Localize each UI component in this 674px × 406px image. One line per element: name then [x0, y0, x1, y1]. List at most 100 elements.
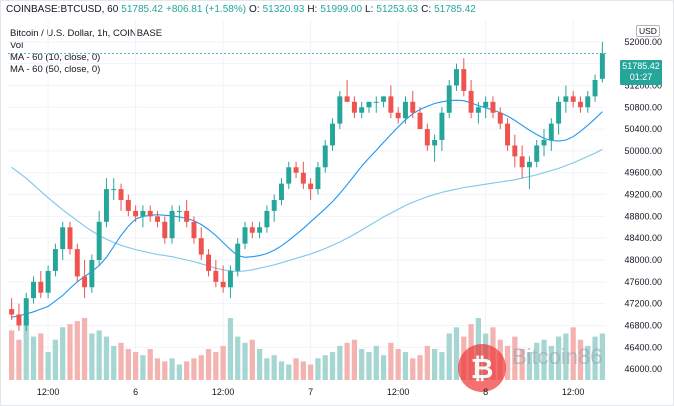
candle-body — [264, 210, 270, 228]
candle-body — [162, 221, 168, 239]
ma50-legend[interactable]: MA - 60 (50, close, 0) — [10, 64, 101, 75]
volume-bar — [264, 358, 270, 380]
candle-body — [526, 161, 532, 168]
volume-bar — [30, 336, 37, 380]
price-axis-label: 47600.00 — [624, 277, 662, 287]
price-axis-label: 46000.00 — [624, 364, 662, 374]
ma10-path — [11, 99, 603, 318]
volume-bar — [424, 345, 430, 380]
price-axis: 46000.00 46400.00 46800.00 47200.00 47600.00… — [624, 37, 662, 374]
price-axis-label: 50000.00 — [624, 146, 662, 156]
volume-bar — [45, 352, 51, 380]
candle-body — [475, 107, 481, 113]
currency-label[interactable]: USD — [636, 25, 660, 37]
time-axis-label: 6 — [133, 387, 138, 397]
open-label: O: — [249, 4, 260, 15]
ticker-bar: COINBASE:BTCUSD, 60 51785.42 +806.81 (+1… — [6, 4, 476, 15]
candle-body — [82, 276, 88, 288]
candle-body — [184, 210, 190, 222]
volume-bar — [329, 352, 336, 380]
candle-body — [446, 85, 452, 113]
ma50-path — [11, 148, 603, 273]
candle-body — [213, 270, 219, 282]
volume-bar — [278, 361, 285, 380]
chart-title-legend[interactable]: Bitcoin / U.S. Dollar, 1h, COINBASE — [10, 28, 163, 39]
candle-body — [330, 123, 336, 146]
volume-bar — [52, 339, 59, 380]
high-value: 51999.00 — [320, 4, 363, 15]
price-axis-label: 51200.00 — [624, 80, 662, 90]
volume-bar — [74, 321, 80, 380]
volume-bar — [286, 364, 292, 380]
candle-body — [395, 112, 401, 119]
candle-body — [300, 172, 306, 184]
bitcoin-logo-icon — [458, 344, 506, 392]
time-axis-label: 12:00 — [37, 387, 60, 397]
candle-body — [337, 96, 343, 124]
time-axis-label: 12:00 — [212, 387, 235, 397]
price-axis-label: 49200.00 — [624, 190, 662, 200]
volume-bar — [96, 330, 102, 380]
candle-body — [293, 167, 299, 173]
candle-body — [417, 112, 423, 130]
candle-body — [454, 69, 459, 86]
volume-bar — [337, 345, 343, 380]
candle-body — [89, 260, 95, 288]
candle-body — [534, 145, 540, 162]
candle-body — [235, 243, 241, 271]
candle-body — [133, 210, 139, 217]
volume-bar — [154, 358, 161, 380]
time-axis-label: 8 — [483, 387, 488, 397]
candle-body — [125, 200, 131, 211]
volume-bar — [111, 345, 117, 380]
close-value: 51785.42 — [434, 4, 476, 15]
candle-body — [278, 183, 284, 200]
candle-body — [227, 270, 233, 288]
candle-body — [271, 200, 277, 211]
candle-body — [155, 216, 160, 222]
volume-bar — [548, 345, 554, 380]
low-label: L: — [365, 4, 374, 15]
volume-bar — [184, 361, 190, 380]
price-axis-label: 46800.00 — [624, 320, 662, 330]
candle-body — [381, 96, 387, 102]
volume-bar — [249, 339, 255, 380]
volume-bar — [563, 333, 569, 380]
price-axis-label: 47200.00 — [624, 299, 662, 309]
countdown-timer: 01:27 — [629, 72, 653, 82]
volume-bar — [519, 349, 525, 380]
candle-body — [45, 270, 51, 293]
time-axis-label: 12:00 — [387, 387, 410, 397]
volume-bar — [380, 355, 387, 380]
volume-legend[interactable]: Vol — [10, 40, 24, 51]
candle-body — [351, 101, 357, 113]
price-axis-label: 50400.00 — [624, 124, 662, 134]
candle-body — [570, 96, 576, 102]
candle-body — [577, 101, 583, 108]
candle-body — [60, 227, 66, 250]
price-axis-label: 48000.00 — [624, 255, 662, 265]
volume-bar — [417, 355, 423, 380]
volume-bar — [388, 342, 394, 380]
ma10-legend[interactable]: MA - 60 (10, close, 0) — [10, 52, 101, 63]
candle-body — [373, 101, 379, 103]
candle-body — [366, 101, 372, 108]
volume-bar — [504, 345, 511, 380]
candle-body — [103, 189, 109, 222]
volume-bar — [351, 339, 358, 380]
volume-bar — [169, 358, 175, 380]
volume-bar — [213, 352, 219, 380]
volume-bar — [585, 345, 591, 380]
candle-body — [359, 107, 365, 113]
symbol-label[interactable]: COINBASE:BTCUSD, 60 — [6, 4, 119, 15]
candle-body — [519, 156, 525, 168]
candle-body — [23, 298, 29, 326]
grid-lines — [8, 20, 606, 380]
candle-body — [548, 123, 554, 140]
volume-bar — [67, 324, 73, 380]
volume-bar — [315, 358, 321, 380]
candle-body — [315, 167, 321, 190]
candle-body — [198, 238, 204, 255]
volume-bar — [541, 339, 547, 380]
